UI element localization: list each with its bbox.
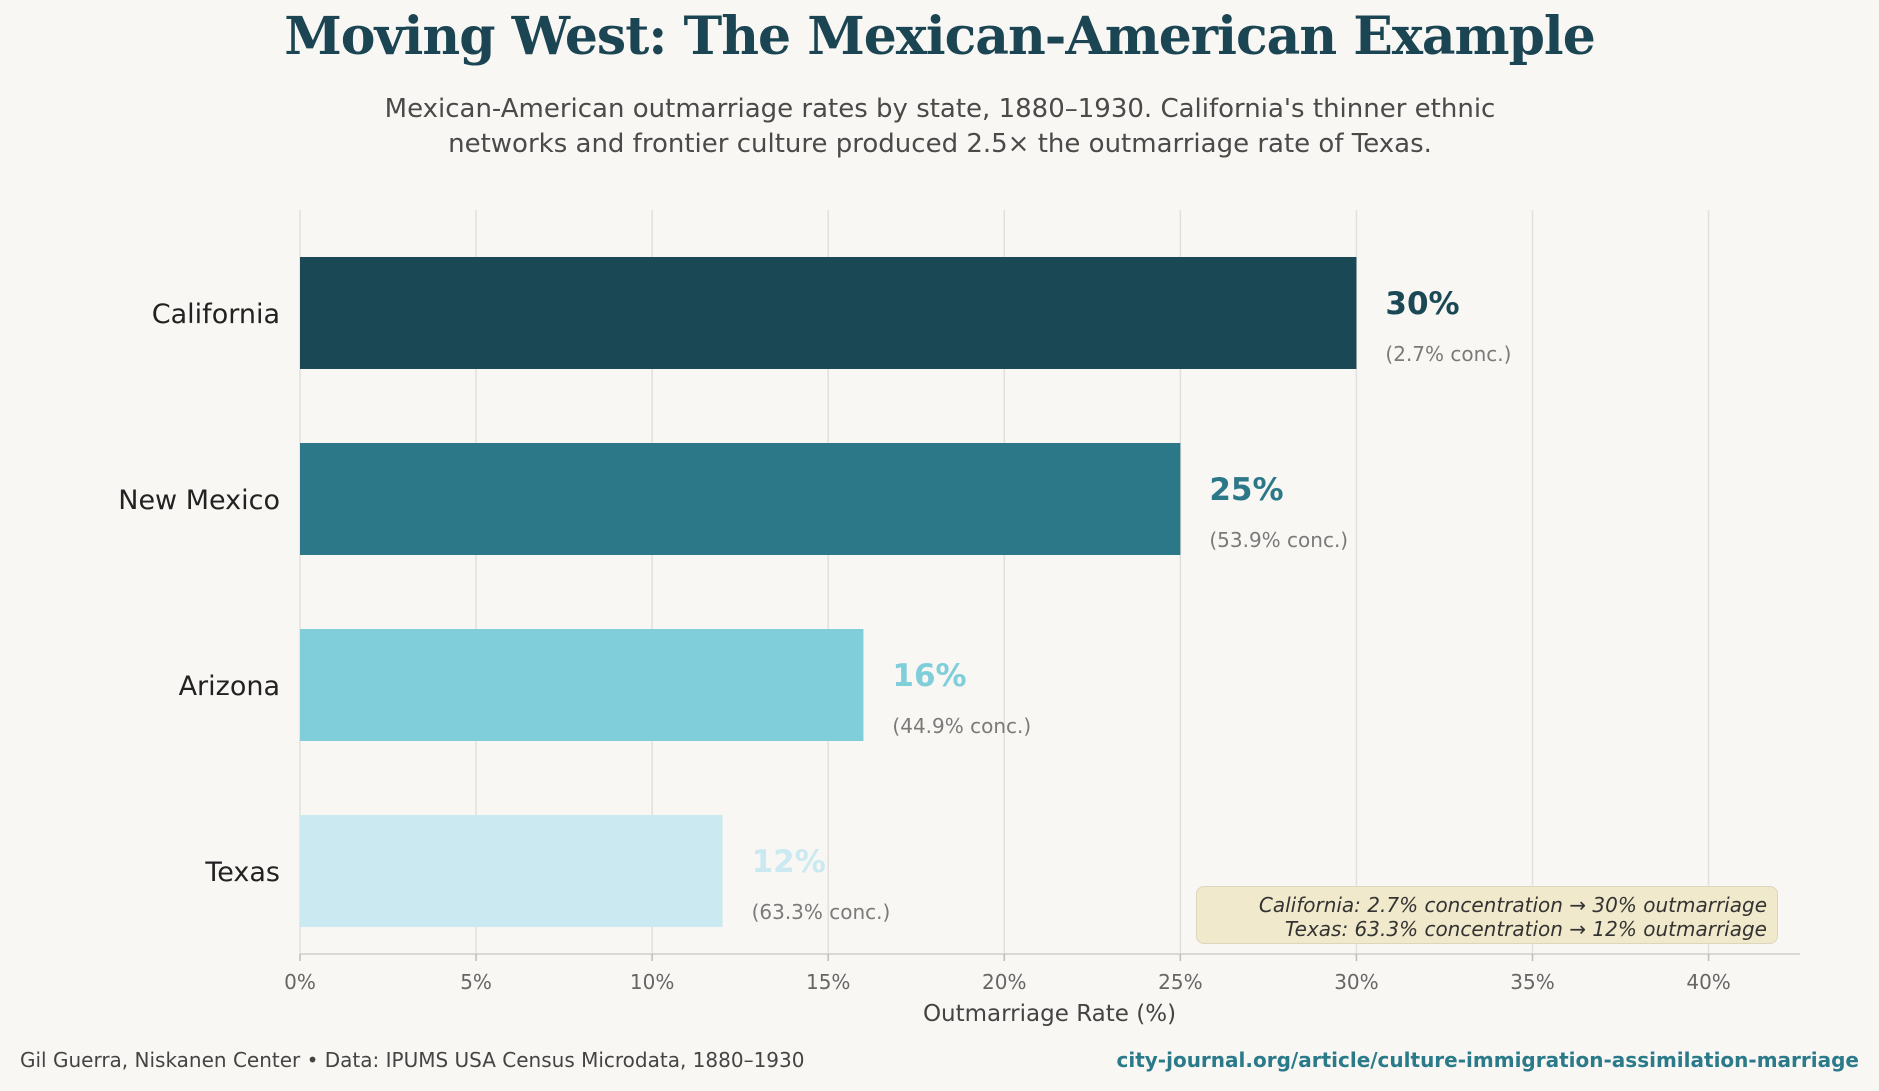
value-label: 25%	[1209, 472, 1283, 508]
category-label: California	[152, 299, 280, 330]
x-tick-label: 40%	[1686, 970, 1730, 994]
x-tick-label: 0%	[284, 970, 316, 994]
annotation-line-1: California: 2.7% concentration → 30% out…	[1258, 893, 1767, 917]
concentration-label: (44.9% conc.)	[892, 714, 1031, 738]
concentration-label: (2.7% conc.)	[1385, 342, 1511, 366]
x-axis-label: Outmarriage Rate (%)	[923, 1001, 1176, 1027]
x-tick-label: 5%	[460, 970, 492, 994]
category-label: Texas	[204, 857, 280, 888]
concentration-label: (63.3% conc.)	[752, 900, 891, 924]
annotation-line-2: Texas: 63.3% concentration → 12% outmarr…	[1284, 917, 1767, 941]
x-tick-label: 20%	[982, 970, 1026, 994]
concentration-label: (53.9% conc.)	[1209, 528, 1348, 552]
subtitle-line-2: networks and frontier culture produced 2…	[448, 129, 1432, 159]
category-label: New Mexico	[118, 485, 280, 516]
chart-title: Moving West: The Mexican-American Exampl…	[284, 6, 1596, 67]
bar	[300, 815, 723, 927]
x-tick-label: 25%	[1158, 970, 1202, 994]
footer-link[interactable]: city-journal.org/article/culture-immigra…	[1116, 1048, 1859, 1072]
bar	[300, 257, 1357, 369]
x-tick-label: 35%	[1510, 970, 1554, 994]
footer-credit: Gil Guerra, Niskanen Center • Data: IPUM…	[20, 1048, 805, 1072]
bar	[300, 629, 864, 741]
category-label: Arizona	[179, 671, 280, 702]
subtitle-line-1: Mexican-American outmarriage rates by st…	[384, 94, 1496, 124]
value-label: 16%	[892, 658, 966, 694]
annotation-box: California: 2.7% concentration → 30% out…	[1196, 886, 1778, 944]
x-tick-label: 15%	[806, 970, 850, 994]
value-label: 12%	[752, 844, 826, 880]
x-tick-label: 10%	[630, 970, 674, 994]
bar	[300, 443, 1181, 555]
value-label: 30%	[1385, 286, 1459, 322]
chart-subtitle: Mexican-American outmarriage rates by st…	[340, 92, 1540, 162]
x-tick-label: 30%	[1334, 970, 1378, 994]
